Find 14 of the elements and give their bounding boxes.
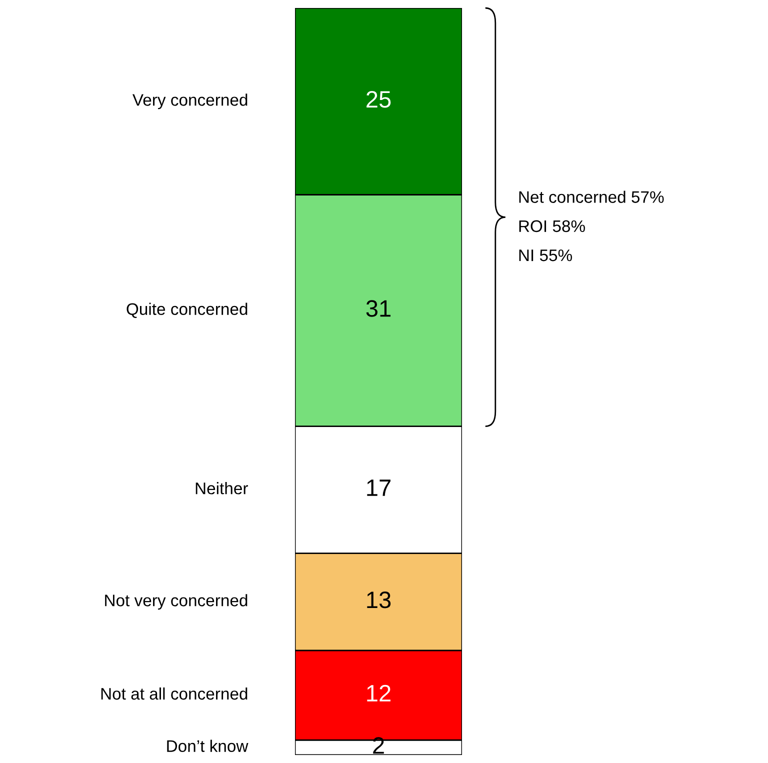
data-label: 17 — [367, 480, 390, 496]
data-label: 12 — [367, 684, 390, 702]
text: ROI 58% — [519, 220, 585, 232]
data-label: 25 — [366, 90, 391, 108]
text: Net concerned 57% — [519, 190, 664, 203]
data-label: 13 — [367, 591, 391, 608]
text: Quite concerned — [126, 302, 248, 318]
text: Not at all concerned — [101, 687, 248, 700]
text: Very concerned — [132, 94, 248, 110]
data-label: 31 — [366, 300, 390, 317]
text: Neither — [196, 482, 248, 494]
text: Don’t know — [167, 740, 248, 752]
text: Not very concerned — [105, 594, 248, 610]
text: NI 55% — [519, 249, 572, 262]
